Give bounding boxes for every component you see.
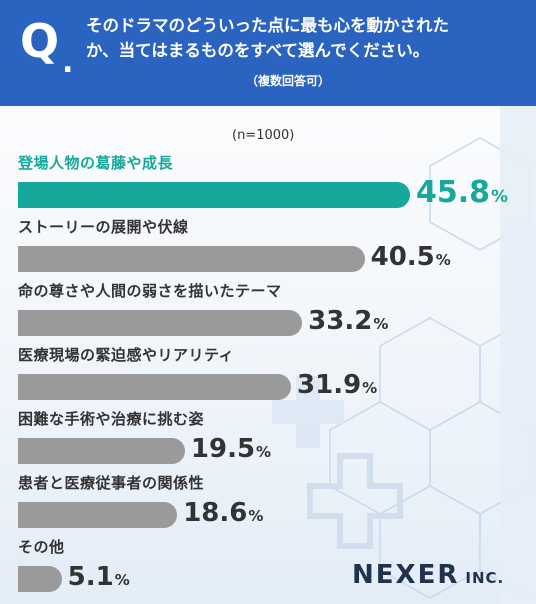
value-number: 5.1 [67, 562, 114, 592]
value-unit: % [491, 187, 509, 207]
value-number: 19.5 [190, 434, 256, 464]
bar [18, 438, 185, 464]
logo-name: NEXER [352, 560, 460, 590]
value-label: 31.9% [297, 372, 377, 398]
bar [18, 374, 292, 400]
logo-suffix: INC. [465, 569, 505, 587]
question-line-1: そのドラマのどういった点に最も心を動かされた [86, 16, 449, 35]
sample-size: (n=1000) [232, 128, 295, 143]
multiple-answer-note: （複数回答可） [245, 74, 330, 88]
value-label: 40.5% [371, 244, 451, 270]
category-label: 患者と医療従事者の関係性 [18, 474, 205, 492]
category-label: 命の尊さや人間の弱さを描いたテーマ [18, 282, 282, 300]
bar [18, 310, 303, 336]
value-label: 5.1% [68, 564, 130, 590]
question-text: そのドラマのどういった点に最も心を動かされた か、当てはまるものをすべて選んでく… [86, 13, 526, 63]
question-mark-dot: . [62, 45, 74, 80]
nexer-logo: NEXER INC. [352, 560, 504, 590]
value-unit: % [114, 571, 130, 589]
bar [18, 246, 365, 272]
value-number: 45.8 [416, 175, 491, 210]
category-label: その他 [18, 538, 65, 556]
value-unit: % [373, 315, 389, 333]
value-unit: % [256, 443, 272, 461]
category-label: 登場人物の葛藤や成長 [18, 154, 174, 172]
value-number: 18.6 [183, 498, 248, 528]
value-unit: % [362, 379, 378, 397]
category-label: ストーリーの展開や伏線 [18, 218, 189, 236]
bar [18, 502, 178, 528]
category-label: 医療現場の緊迫感やリアリティ [18, 346, 235, 364]
category-label: 困難な手術や治療に挑む姿 [18, 410, 205, 428]
value-label: 19.5% [191, 436, 271, 462]
value-label: 18.6% [183, 500, 263, 526]
bar [18, 566, 62, 592]
value-number: 33.2 [308, 306, 373, 336]
background-decoration [272, 106, 536, 604]
question-line-2: か、当てはまるものをすべて選んでください。 [86, 41, 430, 60]
question-header: Q . そのドラマのどういった点に最も心を動かされた か、当てはまるものをすべて… [0, 0, 536, 106]
question-mark-letter: Q [20, 14, 60, 68]
value-number: 40.5 [370, 242, 435, 272]
bar [18, 182, 410, 208]
value-label: 33.2% [308, 308, 388, 334]
value-number: 31.9 [297, 370, 362, 400]
value-unit: % [435, 251, 451, 269]
value-unit: % [248, 507, 264, 525]
value-label: 45.8% [416, 178, 508, 208]
